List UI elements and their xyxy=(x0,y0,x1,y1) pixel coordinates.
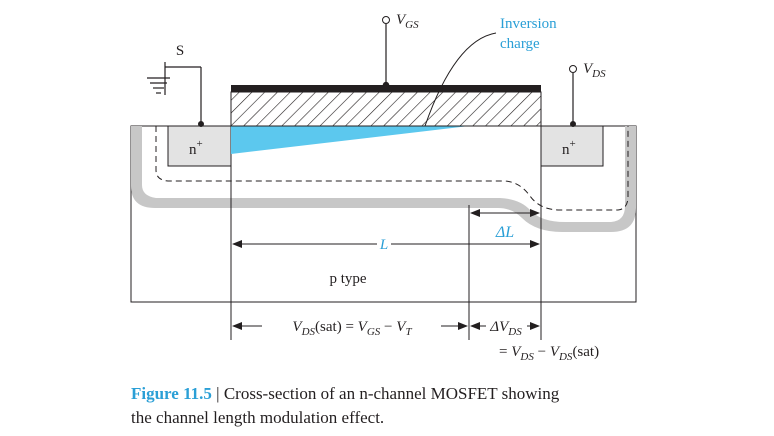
gate-contact-dot xyxy=(382,81,390,89)
delta-vds-label: ΔVDS xyxy=(489,319,522,338)
inversion-charge-label-line1: Inversion xyxy=(500,16,557,32)
source-label: S xyxy=(176,43,184,59)
figure-caption-line1: Figure 11.5 | Cross-section of an n-chan… xyxy=(131,384,560,403)
vds-label: VDS xyxy=(583,61,606,80)
length-label: L xyxy=(379,237,388,253)
source-contact-dot xyxy=(198,121,204,127)
inversion-leader-line xyxy=(424,32,497,127)
figure-caption-line2: the channel length modulation effect. xyxy=(131,408,384,427)
p-type-label: p type xyxy=(329,271,366,287)
gate-terminal xyxy=(382,16,390,24)
inversion-charge-wedge xyxy=(231,126,469,154)
delta-vds-equation: = VDS − VDS(sat) xyxy=(499,344,599,363)
n-plus-source-region xyxy=(167,125,232,167)
n-plus-source-label: n+ xyxy=(189,138,203,158)
n-plus-drain-label: n+ xyxy=(562,138,576,158)
depletion-edge-dashed xyxy=(155,126,629,211)
inversion-charge-label-line2: charge xyxy=(500,36,540,52)
gate-oxide xyxy=(230,91,542,127)
delta-l-label: ΔL xyxy=(495,224,514,241)
vds-sat-equation: VDS(sat) = VGS − VT xyxy=(292,319,412,338)
gate-metal xyxy=(231,85,541,92)
ground-icon xyxy=(147,77,170,95)
vgs-label: VGS xyxy=(396,12,419,31)
drain-terminal xyxy=(569,65,577,73)
depletion-region xyxy=(131,126,636,232)
drain-contact-dot xyxy=(570,121,576,127)
